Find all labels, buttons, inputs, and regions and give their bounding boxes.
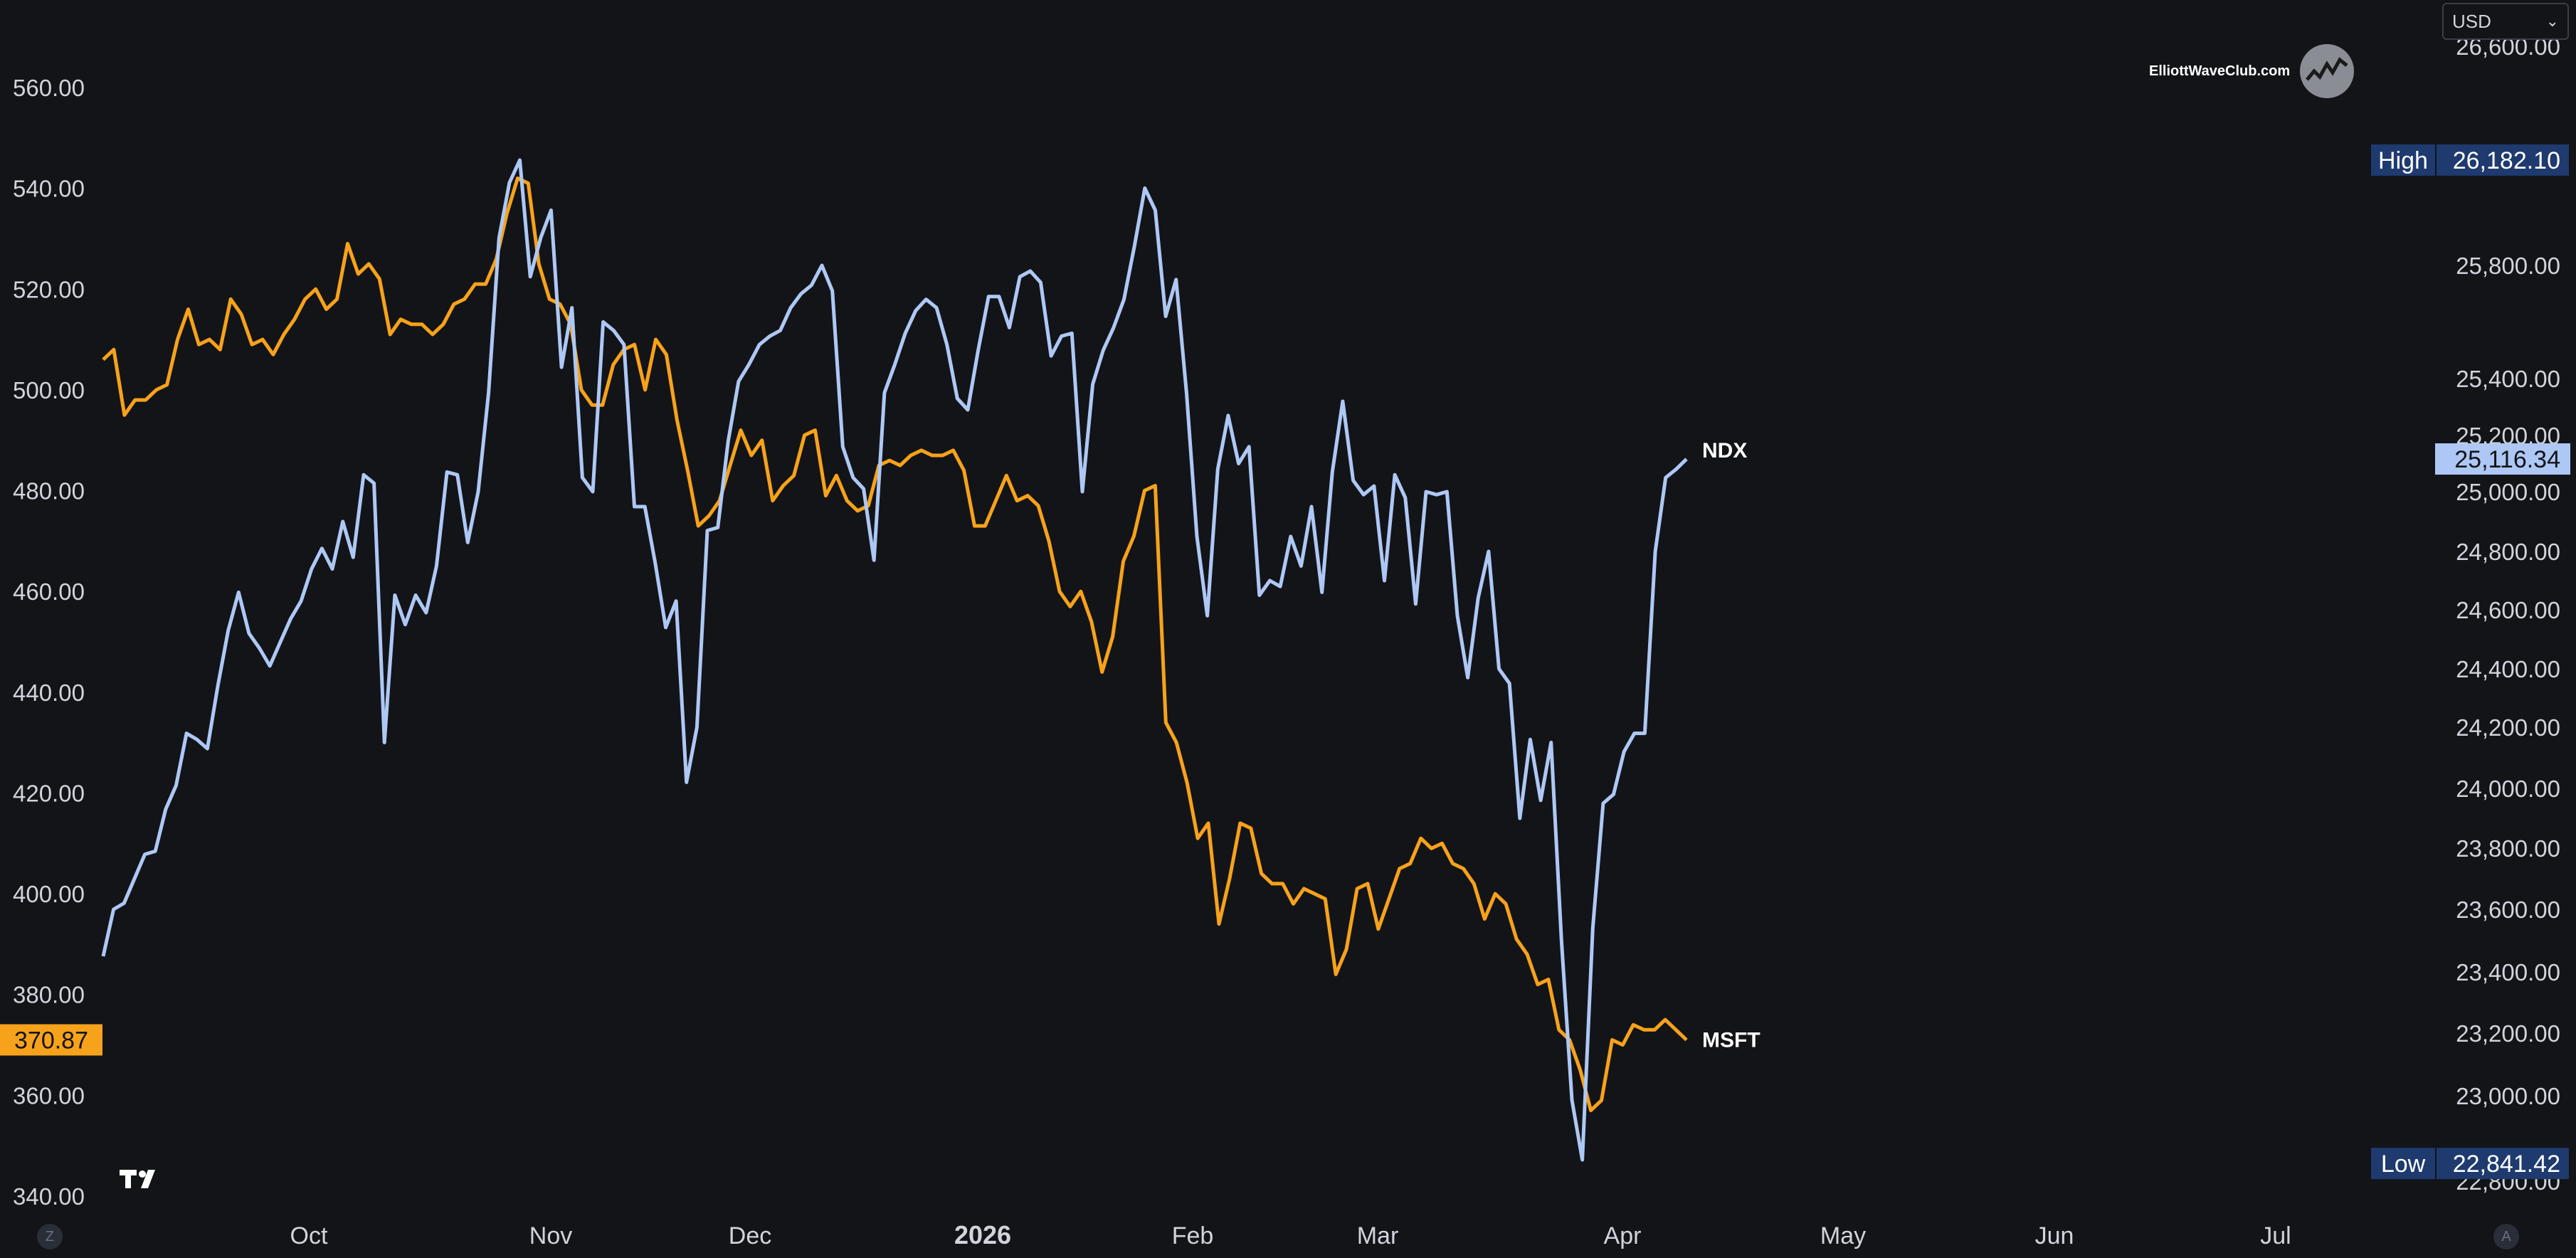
time-tick-label: May (1820, 1222, 1866, 1249)
time-tick-label: Mar (1357, 1222, 1399, 1249)
high-badge-value: 26,182.10 (2453, 147, 2560, 174)
wave-logo-icon (2300, 44, 2355, 98)
watermark-text: ElliottWaveClub.com (2149, 63, 2291, 79)
time-tick-label: Nov (529, 1222, 572, 1249)
time-tick-label: Jul (2260, 1222, 2291, 1249)
right-tick-label: 23,400.00 (2456, 959, 2560, 985)
watermark: ElliottWaveClub.com (2149, 43, 2355, 100)
right-tick-label: 23,200.00 (2456, 1020, 2560, 1047)
left-tick-label: 340.00 (13, 1183, 85, 1210)
right-tick-label: 25,800.00 (2456, 253, 2560, 279)
time-tick-label: Jun (2035, 1222, 2074, 1249)
time-axis[interactable]: Oct Nov Dec 2026 Feb Mar Apr May Jun Jul (290, 1220, 2291, 1249)
left-tick-label: 360.00 (13, 1082, 85, 1109)
right-tick-label: 24,200.00 (2456, 714, 2560, 741)
low-badge-label: Low (2381, 1151, 2426, 1178)
msft-series-line[interactable] (102, 176, 1688, 1113)
ndx-last-value-badge (2435, 443, 2570, 475)
left-tick-label: 400.00 (13, 881, 85, 907)
right-tick-label: 24,800.00 (2456, 539, 2560, 565)
right-tick-label: 24,600.00 (2456, 597, 2560, 623)
left-tick-label: 380.00 (13, 982, 85, 1008)
time-tick-label: Dec (729, 1222, 771, 1249)
left-tick-label: 420.00 (13, 780, 85, 806)
left-tick-label: 440.00 (13, 680, 85, 706)
msft-series-label: MSFT (1702, 1028, 1761, 1052)
timezone-toggle-label: Z (45, 1228, 55, 1244)
ndx-last-value-text: 25,116.34 (2454, 446, 2560, 473)
high-badge (2371, 144, 2569, 176)
left-tick-label: 480.00 (13, 478, 85, 504)
auto-scale-button[interactable]: A (2493, 1224, 2519, 1249)
msft-last-value-badge (0, 1024, 102, 1056)
left-tick-label: 520.00 (13, 276, 85, 302)
right-tick-label: 25,400.00 (2456, 366, 2560, 392)
low-badge (2371, 1148, 2569, 1180)
time-tick-label: Oct (290, 1222, 328, 1249)
chevron-down-icon: ⌄ (2545, 12, 2559, 30)
high-badge-divider (2435, 144, 2437, 176)
timezone-toggle-button[interactable]: Z (37, 1224, 63, 1249)
currency-select[interactable]: USD ⌄ (2442, 3, 2569, 40)
left-price-axis[interactable]: 560.00 540.00 520.00 500.00 480.00 460.00 440.… (13, 75, 85, 1210)
right-tick-label: 23,000.00 (2456, 1083, 2560, 1109)
low-badge-value: 22,841.42 (2453, 1151, 2560, 1178)
right-tick-label: 23,600.00 (2456, 897, 2560, 923)
ndx-series-line[interactable] (101, 158, 1688, 1162)
ndx-series-label: NDX (1702, 439, 1747, 462)
left-tick-label: 500.00 (13, 377, 85, 403)
left-tick-label: 560.00 (13, 75, 85, 101)
tradingview-logo-icon[interactable] (118, 1167, 164, 1196)
auto-scale-label: A (2501, 1228, 2511, 1244)
msft-last-value-text: 370.87 (14, 1027, 88, 1054)
right-tick-label: 25,000.00 (2456, 479, 2560, 505)
currency-value: USD (2452, 10, 2491, 32)
series-layer: MSFT NDX (101, 158, 1761, 1162)
time-tick-label: Feb (1172, 1222, 1214, 1249)
right-tick-label: 24,400.00 (2456, 656, 2560, 682)
right-tick-label: 23,800.00 (2456, 835, 2560, 862)
low-badge-divider (2435, 1148, 2437, 1180)
left-tick-label: 460.00 (13, 578, 85, 605)
badge-layer: 370.87 25,116.34 High 26,182.10 Low 22,841.42 (0, 144, 2570, 1180)
left-tick-label: 540.00 (13, 176, 85, 202)
time-tick-label: Apr (1604, 1222, 1642, 1249)
right-tick-label: 24,000.00 (2456, 776, 2560, 802)
time-tick-label: 2026 (954, 1220, 1011, 1249)
high-badge-label: High (2378, 147, 2428, 174)
